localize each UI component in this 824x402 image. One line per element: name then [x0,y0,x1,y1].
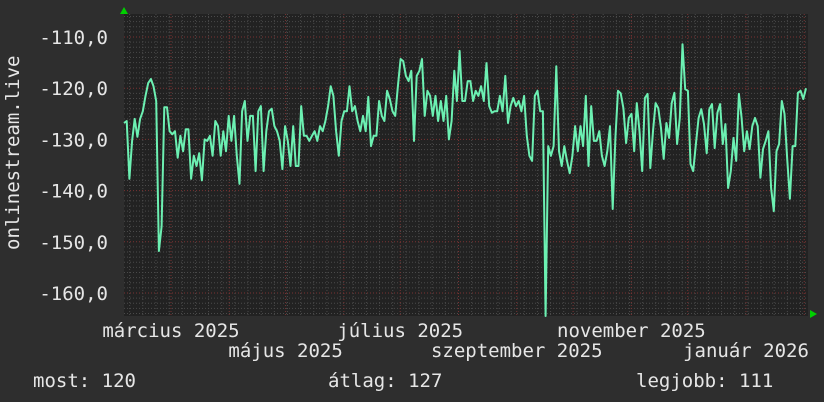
x-axis-arrow-icon [810,310,817,318]
grid [124,14,808,316]
x-tick-label: szeptember 2025 [431,340,603,362]
y-tick-label: -120,0 [39,78,108,100]
legend-average: átlag: 127 [328,370,443,392]
x-tick-label: november 2025 [557,320,706,342]
legend-current: most: 120 [33,370,136,392]
legend-best: legjobb: 111 [636,370,774,392]
x-tick-label: május 2025 [228,340,342,362]
x-tick-label: január 2026 [683,340,809,362]
y-tick-label: -150,0 [39,232,108,254]
y-tick-label: -130,0 [39,129,108,151]
x-tick-label: július 2025 [337,320,463,342]
y-tick-label: -140,0 [39,181,108,203]
y-axis-arrow-icon [120,7,128,14]
series-line [123,43,807,317]
y-axis: -110,0 -120,0 -130,0 -140,0 -150,0 -160,0 [39,27,108,305]
y-tick-label: -110,0 [39,27,108,49]
y-tick-label: -160,0 [39,283,108,305]
y-axis-title: onlinestream.live [2,55,24,250]
x-tick-label: március 2025 [102,320,239,342]
